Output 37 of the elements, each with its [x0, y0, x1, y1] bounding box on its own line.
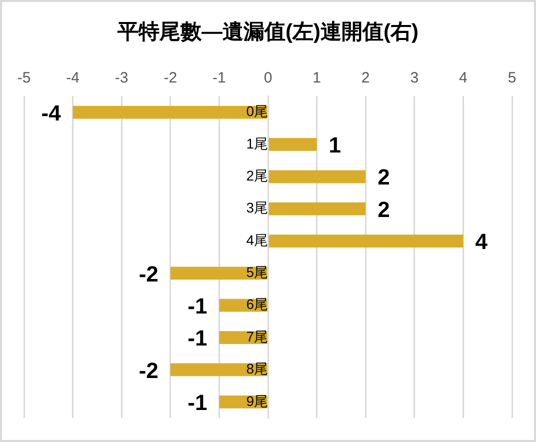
bar [268, 138, 317, 151]
y-tick-label: 0尾 [246, 103, 268, 120]
x-tick-label: -4 [66, 69, 80, 86]
data-label: -4 [41, 100, 62, 126]
y-tick-label: 2尾 [246, 168, 268, 184]
x-tick-label: 1 [312, 69, 321, 86]
y-tick-label: 8尾 [246, 360, 268, 377]
chart-title: 平特尾數—遺漏值(左)連開值(右) [116, 20, 418, 44]
y-tick-label: 9尾 [246, 392, 268, 409]
y-tick-label: 7尾 [246, 328, 268, 344]
x-tick-label: 0 [264, 69, 272, 86]
data-label: -1 [188, 326, 208, 351]
bar [268, 202, 366, 216]
x-tick-label: 3 [410, 69, 419, 86]
y-tick-label: 3尾 [246, 200, 268, 216]
data-label: -2 [138, 261, 158, 286]
data-label: 4 [475, 229, 488, 254]
data-label: -1 [188, 293, 208, 318]
data-label: 2 [378, 164, 390, 190]
x-tick-label: -5 [17, 69, 31, 86]
x-tick-label: 5 [508, 69, 516, 86]
data-label: 1 [328, 132, 342, 158]
x-tick-label: -1 [212, 69, 226, 86]
y-tick-label: 6尾 [246, 296, 268, 312]
data-label: -1 [188, 390, 208, 415]
x-tick-label: -3 [114, 69, 128, 86]
bar [268, 170, 366, 184]
y-tick-label: 4尾 [246, 232, 268, 248]
y-tick-label: 5尾 [246, 264, 268, 280]
bar [72, 106, 268, 119]
y-tick-label: 1尾 [246, 135, 268, 152]
data-label: -2 [138, 358, 158, 383]
data-label: 2 [378, 196, 390, 222]
x-tick-label: 4 [459, 69, 468, 86]
x-tick-label: -2 [164, 69, 178, 86]
bar [268, 234, 464, 248]
x-tick-label: 2 [361, 69, 370, 86]
